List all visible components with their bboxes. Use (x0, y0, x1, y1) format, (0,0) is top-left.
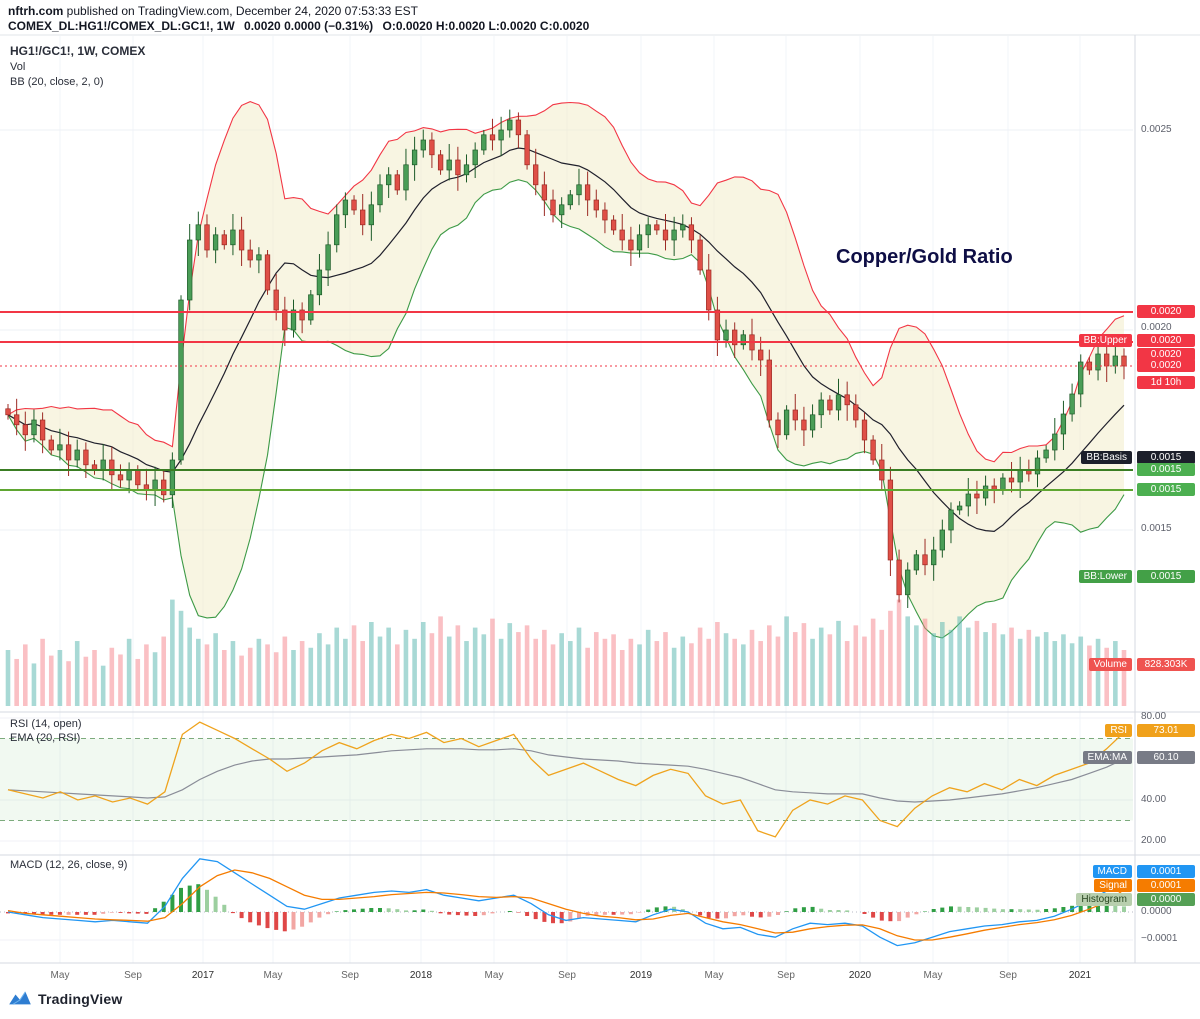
legend-rsi: RSI (14, open) (10, 718, 82, 730)
footer: TradingView (8, 990, 122, 1008)
legend-macd: MACD (12, 26, close, 9) (10, 859, 128, 871)
price-tick: 0.0025 (1141, 124, 1172, 135)
publish-note: published on TradingView.com, December 2… (63, 4, 419, 18)
bb-upper-value-badge: 0.0020 (1137, 334, 1195, 347)
macd-value-badge: 0.0001 (1137, 865, 1195, 878)
ema-value-badge: 60.10 (1137, 751, 1195, 764)
time-axis-label: 2017 (191, 970, 215, 981)
time-axis-label: May (923, 970, 943, 981)
time-axis-label: Sep (999, 970, 1017, 981)
hline-price-badge: 0.0020 (1137, 348, 1195, 361)
symbol-title: COMEX_DL:HG1!/COMEX_DL:GC1!, 1W (8, 19, 235, 33)
macd-tick: 0.0000 (1141, 906, 1172, 917)
bb-basis-chip: BB:Basis (1081, 451, 1132, 464)
hline-price-badge: 0.0015 (1137, 463, 1195, 476)
hline-price-badge: 0.0015 (1137, 483, 1195, 496)
legend-symbol: HG1!/GC1!, 1W, COMEX (10, 44, 146, 58)
tradingview-brand[interactable]: TradingView (38, 991, 123, 1007)
time-axis-label: May (50, 970, 70, 981)
macd-chip: MACD (1092, 865, 1132, 878)
publish-header: nftrh.com published on TradingView.com, … (8, 4, 418, 18)
quote-change: 0.0020 0.0000 (−0.31%) (244, 19, 374, 33)
time-axis-label: Sep (558, 970, 576, 981)
time-axis-label: 2020 (848, 970, 872, 981)
histogram-value-badge: 0.0000 (1137, 893, 1195, 906)
publisher-name: nftrh.com (8, 4, 64, 18)
bb-basis-value-badge: 0.0015 (1137, 451, 1195, 464)
time-axis-label: May (704, 970, 724, 981)
rsi-chip: RSI (1105, 724, 1132, 737)
time-axis-label: 2021 (1068, 970, 1092, 981)
symbol-header: COMEX_DL:HG1!/COMEX_DL:GC1!, 1W 0.0020 0… (8, 19, 589, 33)
legend-volume: Vol (10, 61, 26, 73)
hline-price-badge: 0.0020 (1137, 305, 1195, 318)
time-axis-label: Sep (124, 970, 142, 981)
last-price-badge: 0.0020 (1137, 359, 1195, 372)
tradingview-logo-icon[interactable] (8, 990, 32, 1008)
volume-value-badge: 828.303K (1137, 658, 1195, 671)
bb-upper-chip: BB:Upper (1078, 334, 1132, 347)
rsi-tick: 40.00 (1141, 794, 1167, 805)
macd-tick: −0.0001 (1141, 933, 1178, 944)
ema-chip: EMA:MA (1082, 751, 1132, 764)
bb-lower-chip: BB:Lower (1078, 570, 1132, 583)
time-axis: May Sep 2017 May Sep 2018 May Sep 2019 May Sep 2020… (0, 965, 1200, 983)
price-tick: 0.0015 (1141, 523, 1172, 534)
signal-chip: Signal (1094, 879, 1132, 892)
histogram-chip: Histogram (1076, 893, 1132, 906)
chart-annotation: Copper/Gold Ratio (836, 246, 1013, 268)
time-axis-label: Sep (777, 970, 795, 981)
time-axis-label: May (263, 970, 283, 981)
legend-bollinger: BB (20, close, 2, 0) (10, 76, 104, 88)
time-axis-label: May (484, 970, 504, 981)
time-axis-label: 2018 (409, 970, 433, 981)
rsi-tick: 20.00 (1141, 835, 1167, 846)
rsi-tick: 80.00 (1141, 711, 1167, 722)
bb-lower-value-badge: 0.0015 (1137, 570, 1195, 583)
bar-countdown-badge: 1d 10h (1137, 376, 1195, 389)
time-axis-label: 2019 (629, 970, 653, 981)
price-tick: 0.0020 (1141, 322, 1172, 333)
rsi-value-badge: 73.01 (1137, 724, 1195, 737)
signal-value-badge: 0.0001 (1137, 879, 1195, 892)
quote-ohlc: O:0.0020 H:0.0020 L:0.0020 C:0.0020 (382, 19, 590, 33)
time-axis-label: Sep (341, 970, 359, 981)
legend-ema: EMA (20, RSI) (10, 732, 81, 744)
volume-chip: Volume (1088, 658, 1132, 671)
